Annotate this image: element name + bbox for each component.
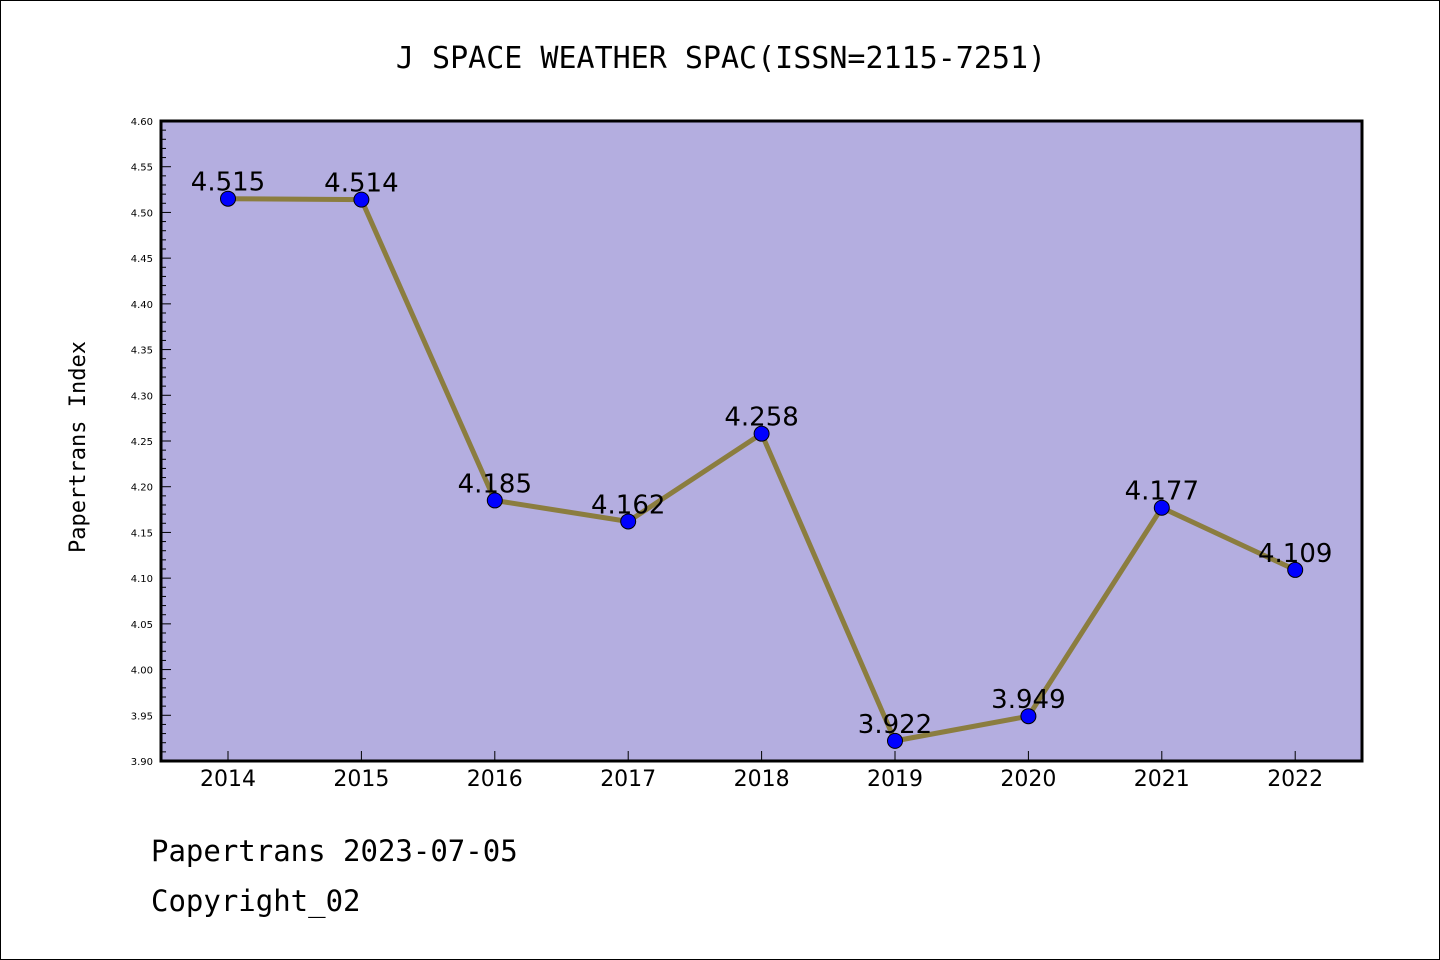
y-tick-label: 4.15 — [131, 528, 153, 539]
chart-title: J SPACE WEATHER SPAC(ISSN=2115-7251) — [396, 41, 1046, 76]
data-labels: 4.515 4.514 4.185 4.162 4.258 3.922 3.949 4.177… — [191, 168, 1333, 740]
x-axis: 2014 2015 2016 2017 2018 2019 2020 2021 2022 — [200, 751, 1323, 792]
x-tick-label: 2015 — [333, 767, 389, 792]
y-tick-label: 4.00 — [131, 666, 153, 677]
y-tick-label: 4.30 — [131, 391, 153, 402]
x-tick-label: 2017 — [600, 767, 656, 792]
y-tick-label: 3.95 — [131, 711, 153, 722]
y-tick-label: 4.55 — [131, 163, 153, 174]
x-tick-label: 2018 — [734, 767, 790, 792]
y-axis-label: Papertrans Index — [66, 341, 91, 553]
x-tick-label: 2022 — [1267, 767, 1323, 792]
y-tick-label: 3.90 — [131, 757, 153, 768]
y-tick-label: 4.50 — [131, 208, 153, 219]
x-tick-label: 2016 — [467, 767, 523, 792]
y-tick-label: 4.40 — [131, 300, 153, 311]
x-tick-label: 2019 — [867, 767, 923, 792]
data-point-marker — [353, 191, 370, 208]
data-label: 4.109 — [1258, 539, 1332, 569]
data-point-marker — [220, 190, 236, 207]
data-point-marker — [1020, 708, 1037, 725]
x-tick-label: 2021 — [1134, 767, 1190, 792]
y-axis: 3.90 3.95 4.00 4.05 4.10 4.15 4.20 4.25 4.30 4.35… — [131, 117, 171, 768]
data-point-marker — [753, 425, 770, 442]
footer-date-text: Papertrans 2023-07-05 — [151, 834, 518, 868]
data-point-marker — [486, 492, 503, 509]
data-point-marker — [620, 513, 637, 530]
y-tick-label: 4.60 — [131, 117, 153, 128]
data-point-marker — [1287, 561, 1304, 578]
x-tick-label: 2020 — [1000, 767, 1056, 792]
data-label: 4.258 — [724, 403, 798, 433]
data-point-marker — [1153, 499, 1170, 516]
data-label: 3.922 — [858, 710, 932, 740]
y-tick-label: 4.10 — [131, 574, 153, 585]
data-label: 4.515 — [191, 168, 265, 198]
data-label: 4.514 — [324, 169, 398, 199]
footer-copyright-text: Copyright_02 — [151, 884, 361, 918]
data-point-marker — [887, 732, 903, 749]
y-tick-label: 4.35 — [131, 346, 153, 357]
y-tick-label: 4.25 — [131, 437, 153, 448]
data-label: 4.185 — [458, 469, 532, 499]
y-tick-label: 4.20 — [131, 483, 153, 494]
series-line-group — [220, 190, 1304, 749]
line-chart: J SPACE WEATHER SPAC(ISSN=2115-7251) Pap… — [66, 41, 1364, 792]
data-label: 4.177 — [1125, 477, 1199, 507]
data-label: 4.162 — [591, 490, 665, 520]
data-label: 3.949 — [991, 685, 1065, 715]
y-tick-label: 4.05 — [131, 620, 153, 631]
y-tick-label: 4.45 — [131, 254, 153, 265]
x-tick-label: 2014 — [200, 767, 256, 792]
